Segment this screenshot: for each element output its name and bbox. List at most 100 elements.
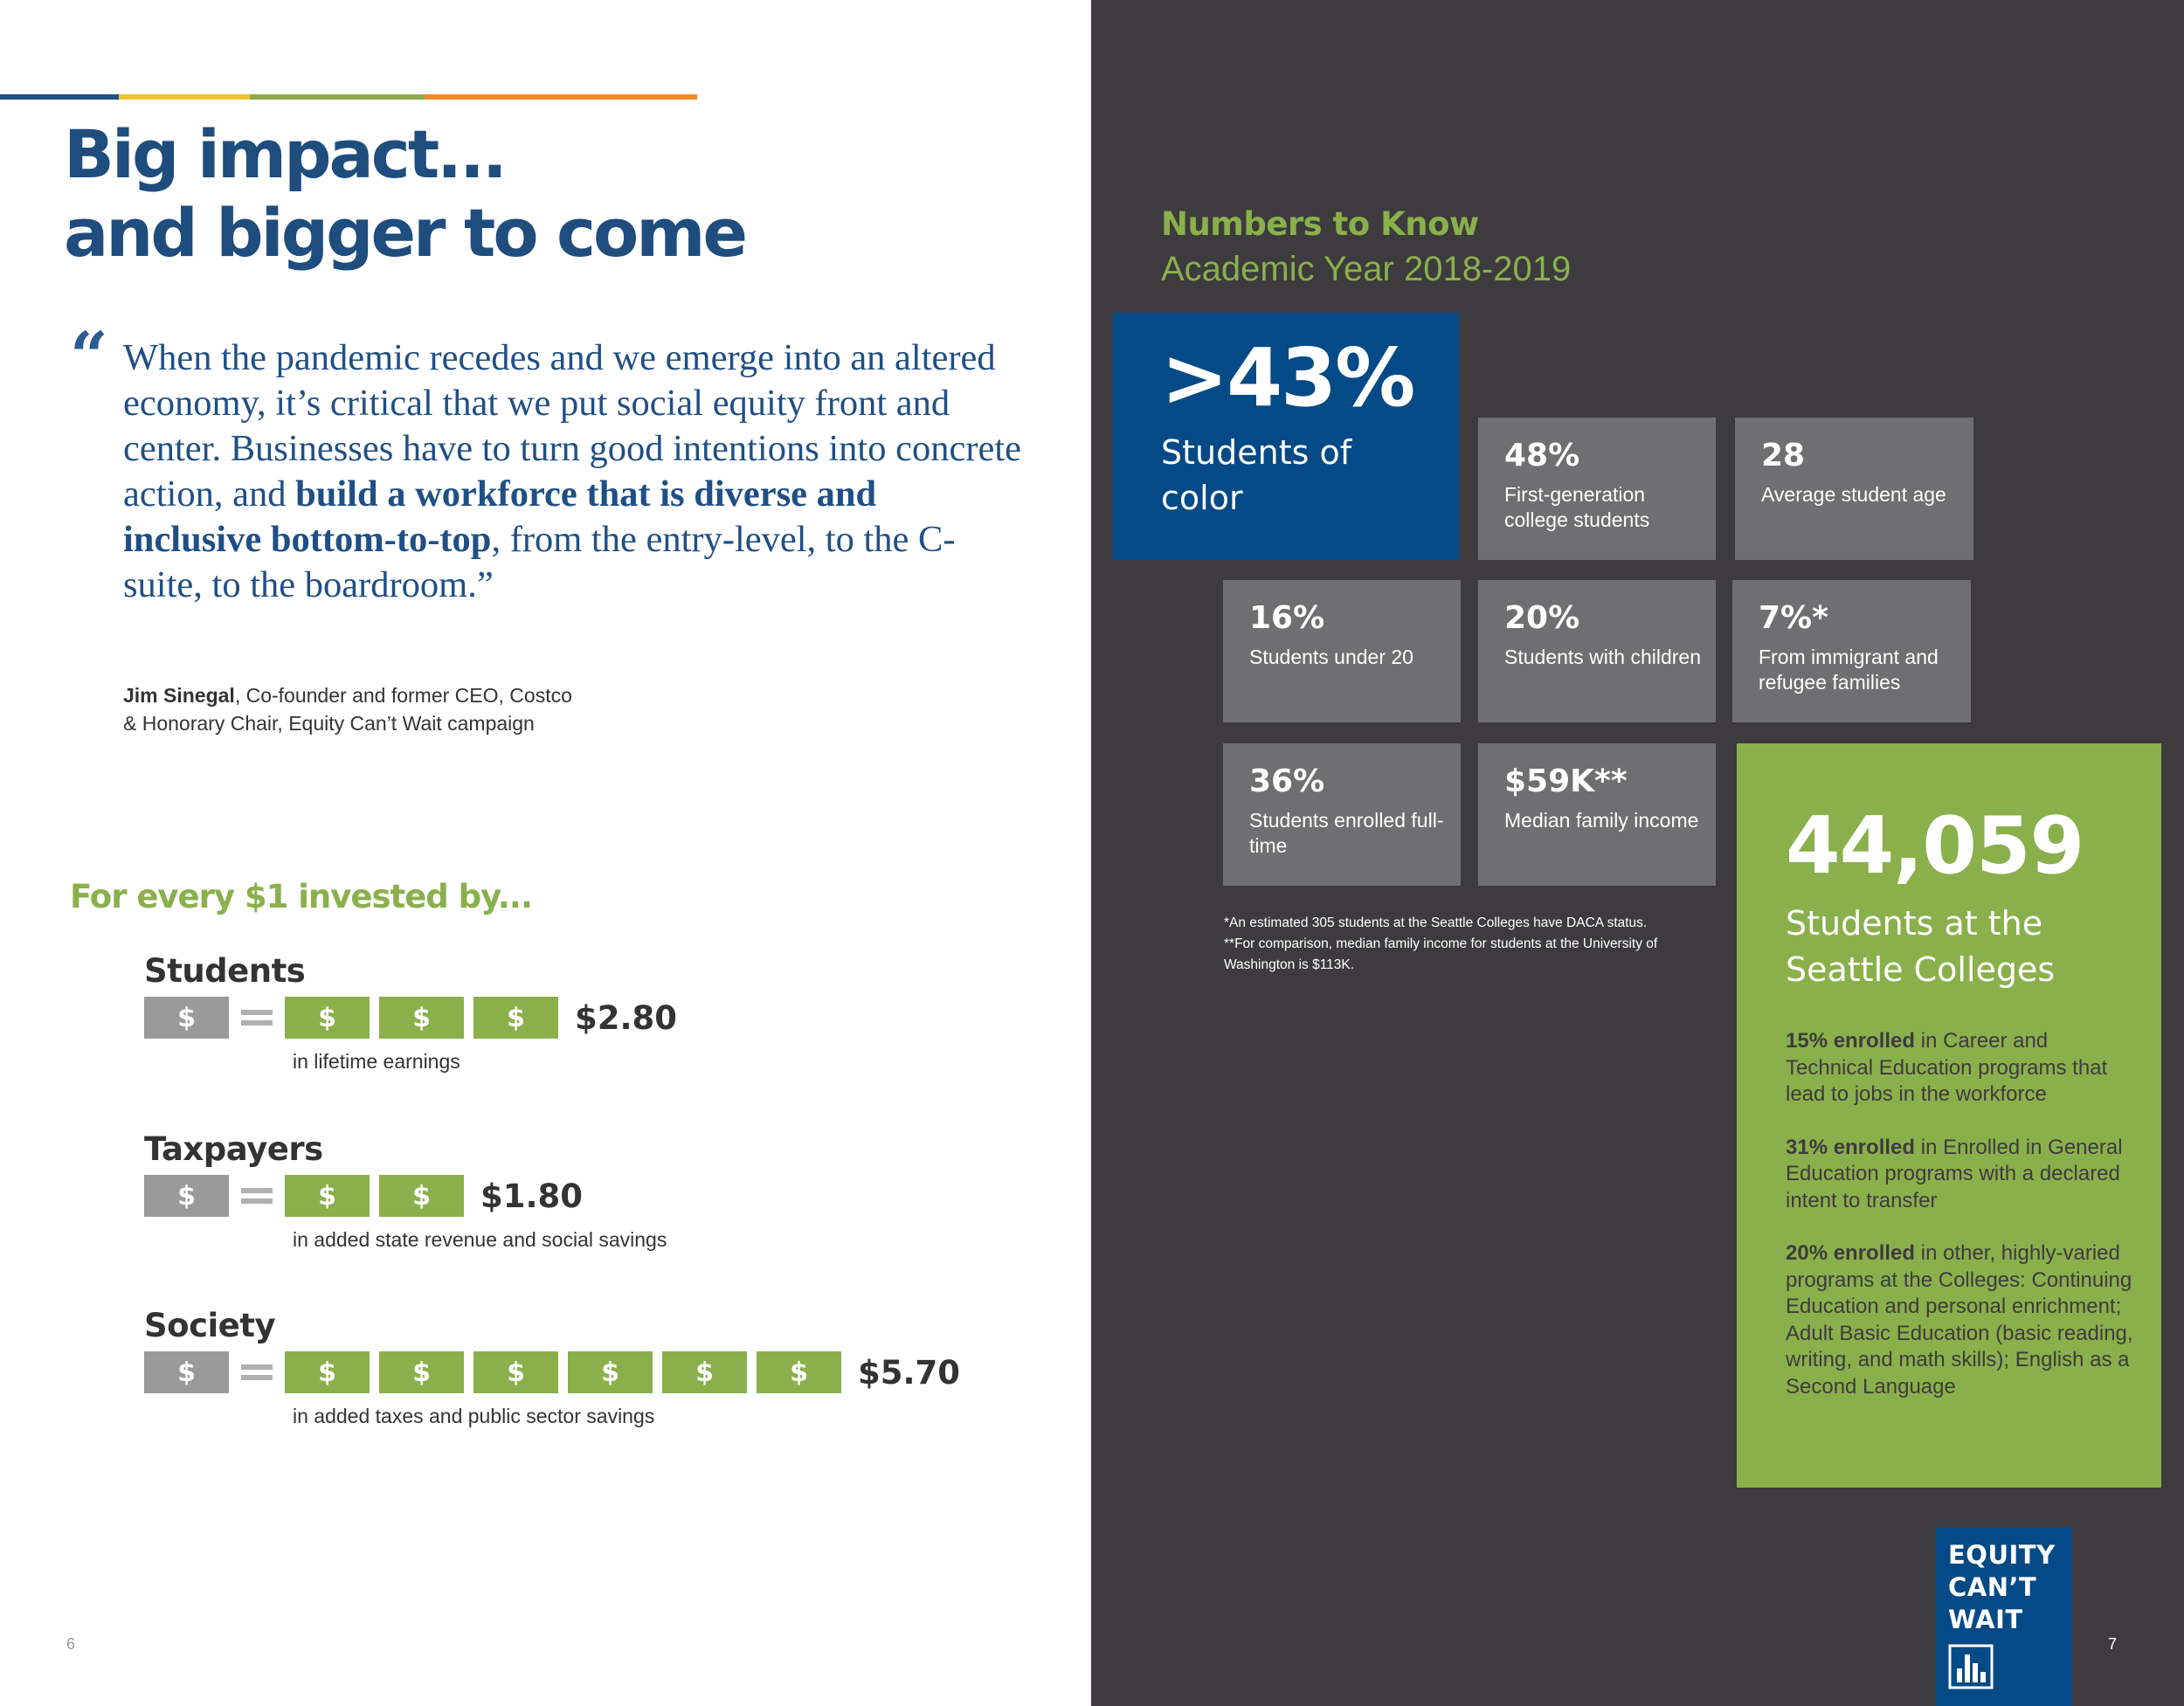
stat-value: 7%*	[1759, 600, 1828, 636]
accent-stripe-green	[250, 94, 425, 100]
page-number-left: 6	[66, 1635, 76, 1653]
right-page: Numbers to Know Academic Year 2018-2019 …	[1091, 0, 2184, 1706]
accent-stripe-navy	[0, 94, 119, 100]
stat-tile: 36% Students enrolled full-time	[1223, 743, 1461, 886]
attribution-name: Jim Sinegal	[123, 684, 235, 707]
roi-dollar-row: $ $ $ $ $ $ $ $5.70	[144, 1350, 960, 1394]
return-dollar-icon: $	[379, 997, 464, 1039]
roi-group-name: Society	[144, 1307, 276, 1344]
roi-group-students: Students $ $ $ $ $2.80 in lifetime earning…	[144, 952, 677, 1073]
accent-stripe-orange	[425, 94, 697, 100]
stat-tile: 28 Average student age	[1735, 418, 1973, 560]
roi-caption: in lifetime earnings	[293, 1050, 460, 1073]
return-dollar-icon: $	[473, 1351, 558, 1393]
return-dollars: $ $ $ $ $ $	[285, 1351, 851, 1393]
roi-amount: $1.80	[480, 1177, 584, 1215]
invested-dollar-icon: $	[144, 1351, 229, 1393]
stat-tile: $59K** Median family income	[1478, 743, 1716, 886]
headline-line-2: and bigger to come	[64, 194, 748, 272]
roi-caption: in added taxes and public sector savings	[293, 1405, 655, 1427]
quote-text-bold: build a workforce that is diverse and in…	[123, 473, 877, 560]
stat-tile: 16% Students under 20	[1223, 580, 1461, 722]
accent-stripe-gold	[119, 94, 250, 100]
stat-tile: 7%* From immigrant and refugee families	[1732, 580, 1971, 722]
left-page: Big impact... and bigger to come “ When …	[0, 0, 1091, 1706]
return-dollar-icon: $	[568, 1351, 653, 1393]
logo-text-line: EQUITY	[1948, 1540, 2056, 1570]
roi-section-title: For every $1 invested by...	[70, 878, 533, 915]
roi-amount: $2.80	[575, 998, 678, 1037]
section-title: Numbers to Know	[1161, 205, 1479, 243]
stat-label: First-generation college students	[1504, 483, 1650, 531]
enrollment-percent: 20% enrolled	[1786, 1241, 1916, 1265]
return-dollar-icon: $	[757, 1351, 841, 1393]
roi-dollar-row: $ $ $ $ $2.80	[144, 996, 677, 1039]
invested-dollar-icon: $	[144, 997, 229, 1039]
stat-label: Median family income	[1504, 809, 1699, 832]
stat-label: Students at the Seattle Colleges	[1786, 904, 2056, 989]
stat-value: 44,059	[1786, 800, 2084, 892]
equity-cant-wait-logo: EQUITY CAN’T WAIT	[1936, 1527, 2072, 1706]
roi-caption: in added state revenue and social saving…	[293, 1228, 667, 1251]
stat-tile: 20% Students with children	[1478, 580, 1716, 722]
return-dollar-icon: $	[379, 1351, 464, 1393]
headline-line-1: Big impact...	[64, 115, 508, 193]
attribution-line-2: & Honorary Chair, Equity Can’t Wait camp…	[123, 712, 535, 735]
enrollment-text: in Career and Technical Education progra…	[1786, 1029, 2108, 1106]
enrollment-detail: 31% enrolled in Enrolled in General Educ…	[1786, 1135, 2135, 1215]
quote-mark-icon: “	[70, 317, 108, 395]
stat-value: 20%	[1504, 600, 1580, 636]
stat-value: 36%	[1249, 763, 1325, 799]
roi-dollar-row: $ $ $ $1.80	[144, 1174, 583, 1218]
stat-label: Average student age	[1761, 483, 1946, 506]
stat-label: Students enrolled full-time	[1249, 809, 1444, 857]
enrollment-percent: 31% enrolled	[1786, 1135, 1916, 1159]
logo-text-line: WAIT	[1948, 1605, 2023, 1634]
stat-value: 48%	[1504, 438, 1580, 473]
enrollment-text: in Enrolled in General Education program…	[1786, 1135, 2123, 1212]
quote-attribution: Jim Sinegal, Co-founder and former CEO, …	[123, 681, 572, 737]
stat-value: 16%	[1249, 600, 1325, 636]
invested-dollar-icon: $	[144, 1175, 229, 1217]
roi-amount: $5.70	[858, 1353, 961, 1392]
stat-tile-total-students: 44,059 Students at the Seattle Colleges …	[1737, 743, 2161, 1488]
equals-icon	[241, 1007, 273, 1028]
attribution-line-1: , Co-founder and former CEO, Costco	[234, 684, 572, 707]
stat-label: Students under 20	[1249, 646, 1413, 668]
return-dollar-icon: $	[285, 1351, 370, 1393]
stat-value: $59K**	[1504, 763, 1628, 799]
enrollment-detail: 20% enrolled in other, highly-varied pro…	[1786, 1240, 2135, 1400]
footnote: *An estimated 305 students at the Seattl…	[1224, 915, 1648, 930]
return-dollar-icon: $	[285, 997, 370, 1039]
city-skyline-icon	[1948, 1644, 1994, 1689]
stat-label: Students of color	[1161, 433, 1352, 517]
return-dollars: $ $	[285, 1175, 473, 1217]
stat-label: Students with children	[1504, 646, 1702, 668]
stat-value: 28	[1761, 438, 1806, 473]
equals-icon	[241, 1185, 273, 1206]
page-number-right: 7	[2108, 1635, 2118, 1653]
roi-group-name: Students	[144, 952, 306, 990]
return-dollar-icon: $	[285, 1175, 370, 1217]
pull-quote: When the pandemic recedes and we emerge …	[123, 335, 1023, 608]
return-dollars: $ $ $	[285, 997, 568, 1039]
enrollment-percent: 15% enrolled	[1786, 1029, 1916, 1053]
logo-text-line: CAN’T	[1948, 1572, 2037, 1602]
enrollment-text: in other, highly-varied programs at the …	[1786, 1241, 2133, 1399]
return-dollar-icon: $	[473, 997, 558, 1039]
footnotes: *An estimated 305 students at the Seattl…	[1224, 913, 1661, 976]
stat-tile-students-of-color: >43% Students of color	[1113, 313, 1459, 560]
roi-group-taxpayers: Taxpayers $ $ $ $1.80 in added state reve…	[144, 1130, 667, 1251]
stat-tile: 48% First-generation college students	[1478, 418, 1716, 560]
stat-label: From immigrant and refugee families	[1759, 646, 1939, 694]
page-headline: Big impact... and bigger to come	[64, 115, 748, 273]
quote-text-2: , from the entry-level, to the C-suite, …	[123, 519, 956, 605]
section-subtitle: Academic Year 2018-2019	[1161, 250, 1572, 288]
quote-text-1: When the pandemic recedes and we emerge …	[123, 337, 1022, 515]
return-dollar-icon: $	[379, 1175, 464, 1217]
footnote: **For comparison, median family income f…	[1224, 936, 1658, 972]
roi-group-name: Taxpayers	[144, 1130, 323, 1168]
return-dollar-icon: $	[662, 1351, 747, 1393]
equals-icon	[241, 1362, 273, 1383]
enrollment-detail: 15% enrolled in Career and Technical Edu…	[1786, 1028, 2135, 1109]
